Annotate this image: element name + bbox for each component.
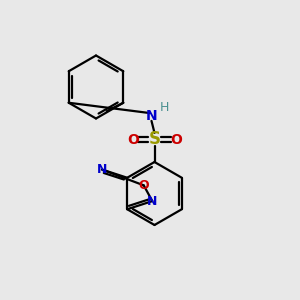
- Text: O: O: [127, 133, 139, 146]
- Text: N: N: [97, 163, 107, 176]
- Text: O: O: [170, 133, 182, 146]
- Text: O: O: [138, 179, 149, 192]
- Text: N: N: [147, 195, 158, 208]
- Text: S: S: [148, 130, 160, 148]
- Text: H: H: [159, 100, 169, 114]
- Text: N: N: [146, 109, 157, 122]
